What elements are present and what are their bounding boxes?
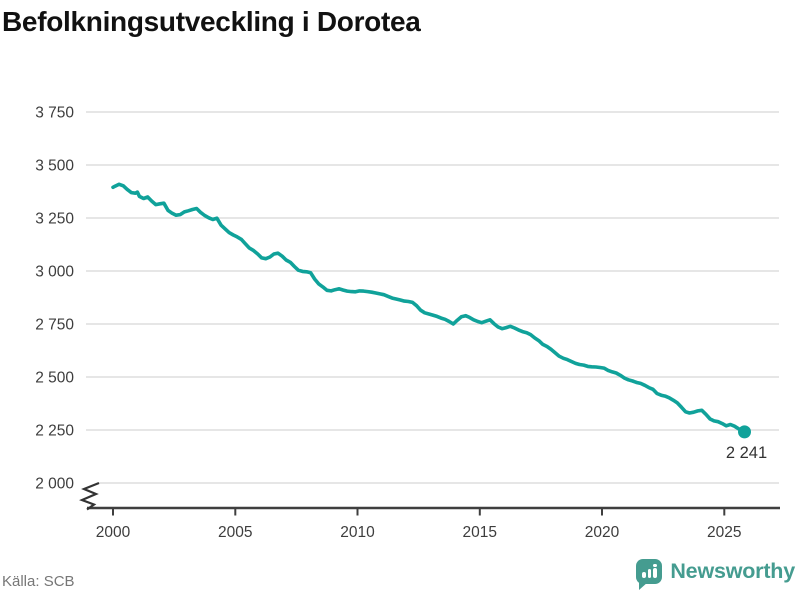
x-axis-tick-label: 2005 xyxy=(218,524,252,541)
newsworthy-logo[interactable]: Newsworthy xyxy=(636,559,795,590)
newsworthy-bubble-chart-icon xyxy=(636,559,663,590)
population-line xyxy=(111,182,747,434)
y-axis-tick-label: 3 250 xyxy=(35,211,74,228)
y-axis-tick-label: 3 750 xyxy=(35,105,74,122)
source-label: Källa: SCB xyxy=(2,573,75,590)
y-axis-tick-label: 2 250 xyxy=(35,423,74,440)
x-axis-tick-label: 2015 xyxy=(463,524,497,541)
newsworthy-logo-text: Newsworthy xyxy=(670,559,795,583)
logo-bar-icon xyxy=(642,572,646,578)
y-axis-tick-label: 2 500 xyxy=(35,370,74,387)
y-axis-tick-label: 3 500 xyxy=(35,158,74,175)
x-axis-tick-label: 2000 xyxy=(96,524,131,541)
axis-break-icon xyxy=(79,481,100,511)
latest-value-label: 2 241 xyxy=(726,444,767,462)
chart-title: Befolkningsutveckling i Dorotea xyxy=(2,6,421,37)
logo-bar-icon xyxy=(647,568,652,578)
logo-exclamation-dot-icon xyxy=(653,563,657,567)
x-axis-tick-label: 2010 xyxy=(340,524,375,541)
y-axis-tick-label: 2 000 xyxy=(35,476,74,493)
latest-value-dot xyxy=(738,425,751,439)
x-axis-tick-label: 2025 xyxy=(707,524,741,541)
population-line-chart: 2 000 2 250 2 500 2 750 3 000 3 250 3 500 3 750… xyxy=(35,105,780,541)
y-axis-tick-label: 3 000 xyxy=(35,264,74,281)
x-axis-tick-label: 2020 xyxy=(585,524,620,541)
logo-bar-icon xyxy=(653,568,657,578)
y-axis-tick-label: 2 750 xyxy=(35,317,74,334)
